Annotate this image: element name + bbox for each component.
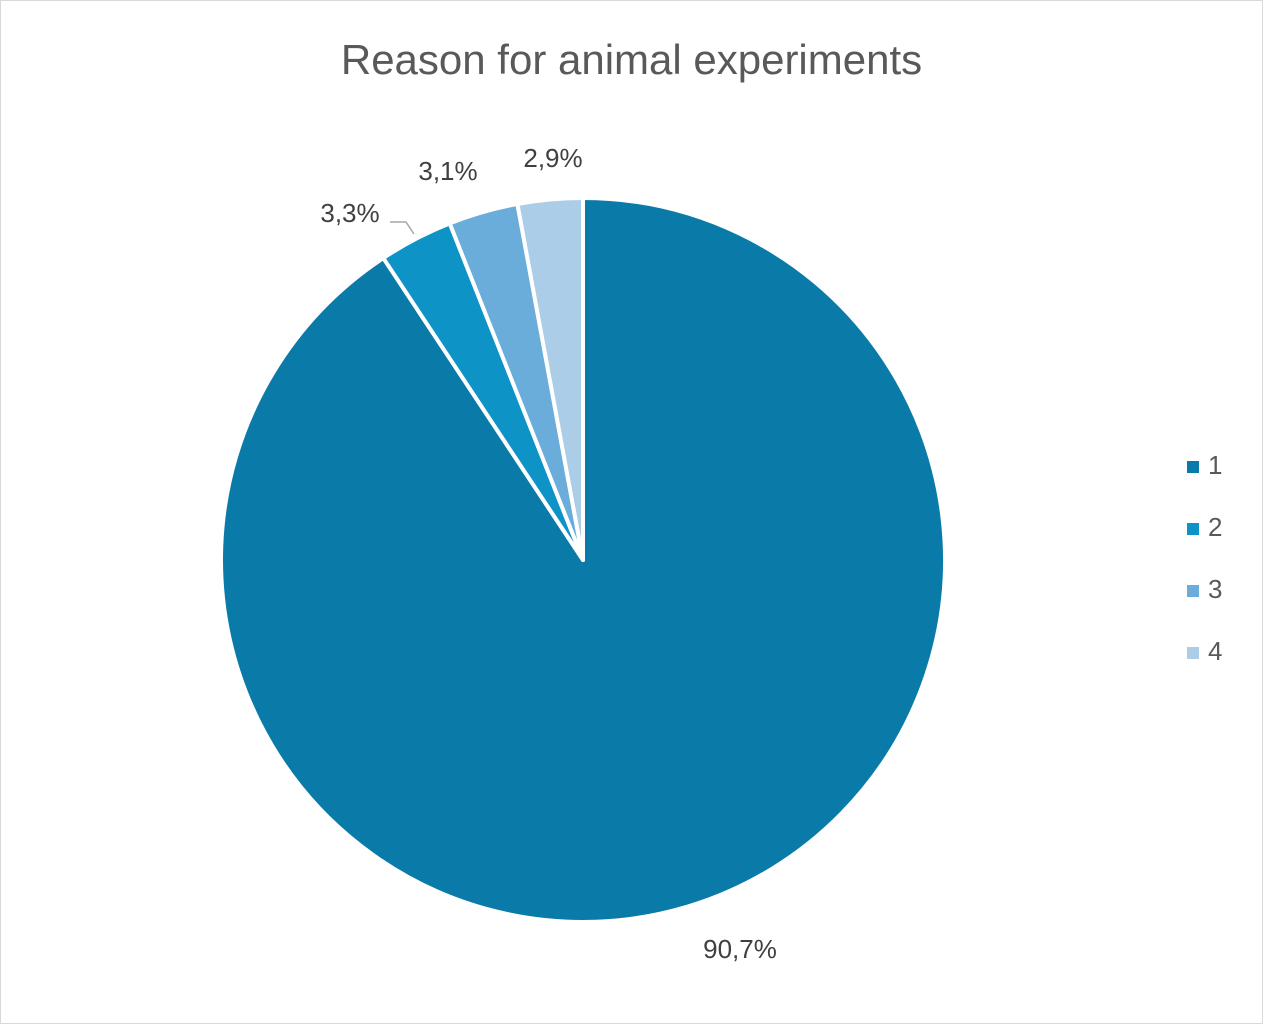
data-label-4: 2,9% [523,143,582,173]
legend-item-4: 4 [1183,634,1253,696]
legend-item-1: 1 [1183,448,1253,510]
legend-swatch-3 [1187,585,1199,597]
legend-swatch-4 [1187,647,1199,659]
chart-title: Reason for animal experiments [340,36,923,83]
legend-item-2: 2 [1183,510,1253,572]
data-label-1: 90,7% [703,934,777,964]
legend-swatch-1 [1187,461,1199,473]
legend-label-3: 3 [1208,574,1223,604]
data-label-3: 3,1% [418,156,477,186]
legend: 1 2 3 4 [1183,448,1253,696]
legend-label-4: 4 [1208,636,1223,666]
data-labels: 90,7% 3,3% 3,1% 2,9% [320,143,777,964]
legend-label-1: 1 [1208,450,1223,480]
pie-slice-4 [515,196,585,562]
pie-slices [219,196,947,924]
legend-label-2: 2 [1208,512,1223,542]
data-label-2: 3,3% [320,198,379,228]
legend-swatch-2 [1187,523,1199,535]
legend-item-3: 3 [1183,572,1253,634]
leader-lines [390,221,415,235]
leader-line-2 [390,221,415,235]
